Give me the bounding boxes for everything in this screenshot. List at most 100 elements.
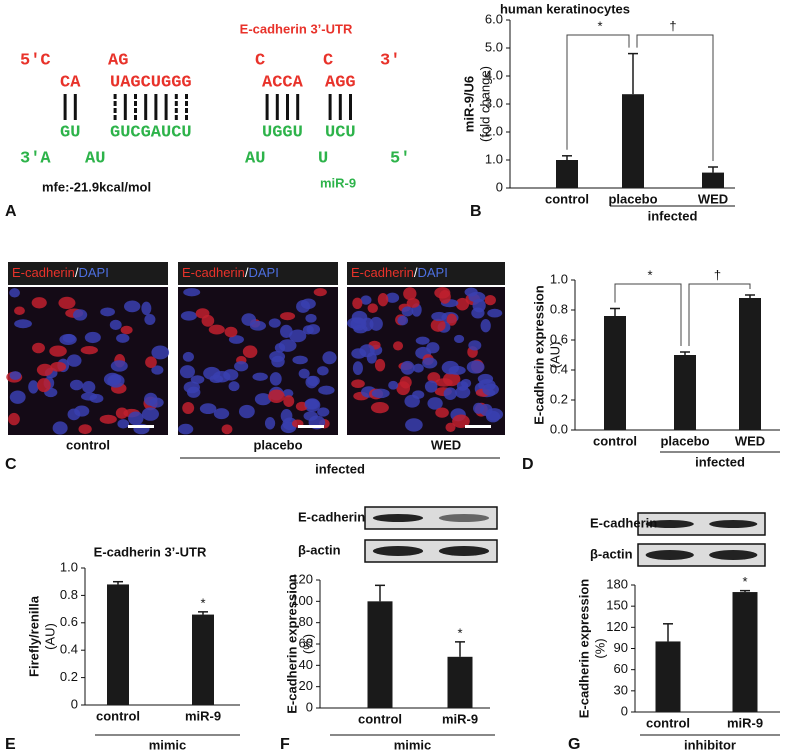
panel-a-title: E-cadherin 3’-UTR [240,21,353,36]
cell [406,298,420,308]
cell [228,335,244,344]
cell [178,423,194,435]
cell [302,325,314,335]
cell [435,378,453,387]
cell [151,345,170,360]
panel-label: C [5,456,17,473]
cell [388,380,399,390]
sequence-segment: UGGU [262,123,303,142]
sequence-segment: CA [60,73,81,92]
bar [447,656,473,708]
cell [9,390,26,404]
cell [400,360,415,375]
bar [604,316,626,430]
stain-header-bar [8,262,168,285]
y-tick-label: 0 [621,703,628,718]
blot-label: E-cadherin [590,515,657,530]
y-tick-label: 3.0 [485,95,503,110]
y-tick-label: 40 [299,657,313,672]
cell [430,318,446,332]
cell [454,334,465,344]
sequence-segment: GU [60,123,80,142]
bar [739,298,761,430]
condition-label: placebo [253,437,302,452]
blot-band [438,546,490,556]
y-tick-label: 90 [614,640,628,655]
cell [322,351,337,365]
panel-label: D [522,456,534,473]
cell [80,392,98,401]
stain-name: E-cadherin [182,265,245,280]
cell [8,412,20,426]
y-tick-label: 80 [299,614,313,629]
sequence-segment: AGG [325,73,356,92]
x-tick-label: placebo [608,191,657,206]
cell [32,342,45,354]
stain-name: DAPI [418,265,448,280]
cell [427,372,441,383]
cell [271,355,285,368]
cell [435,407,449,418]
x-tick-label: control [646,715,690,730]
y-tick-label: 120 [606,619,628,634]
cell [183,288,201,297]
stain-header: E-cadherin/DAPI [182,265,279,280]
significance-mark: † [714,267,721,282]
stain-header: E-cadherin/DAPI [351,265,448,280]
x-tick-label: WED [698,191,728,206]
cell [69,379,84,391]
cell [484,295,496,306]
cell [58,296,76,310]
cell [295,401,308,411]
x-tick-label: WED [735,433,765,448]
cell [445,422,456,432]
cell [471,307,485,319]
blot-band [372,514,424,522]
cell [209,374,224,384]
y-axis-label: (%) [592,638,607,658]
cell [268,318,281,328]
cell [431,311,448,322]
y-tick-label: 0.2 [550,391,568,406]
cell [280,312,296,321]
cell [123,300,141,313]
sequence-segment: U [318,149,328,168]
group-label: infected [315,461,365,476]
scale-bar [298,425,324,428]
cell [115,407,129,419]
x-tick-label: placebo [660,433,709,448]
sequence-segment: C [323,51,333,70]
cell [117,419,130,429]
group-label: infected [648,208,698,223]
panel-label: A [5,203,17,220]
cell [452,414,470,429]
x-tick-label: control [358,711,402,726]
cell [144,314,156,326]
cell [78,424,92,435]
significance-mark: * [597,18,602,33]
blot-band [645,520,694,528]
cell [427,397,443,410]
cell [182,351,194,362]
y-tick-label: 5.0 [485,39,503,54]
cell [199,403,217,415]
blot-label: β-actin [590,546,633,561]
cell [254,393,272,406]
sequence-segment: 5'C [20,51,51,70]
cell [360,295,372,305]
cell [443,387,457,400]
significance-bracket [614,283,682,346]
y-axis-label: E-cadherin expression [576,579,591,718]
cell [350,317,367,331]
cell [482,383,499,396]
y-tick-label: 0.8 [550,301,568,316]
y-tick-label: 2.0 [485,123,503,138]
condition-label: WED [431,437,461,452]
bar [702,172,724,188]
cell [182,402,195,415]
cell [486,410,501,423]
cell [305,313,317,323]
cell [441,360,460,375]
cell [412,390,425,399]
cell [268,389,285,404]
